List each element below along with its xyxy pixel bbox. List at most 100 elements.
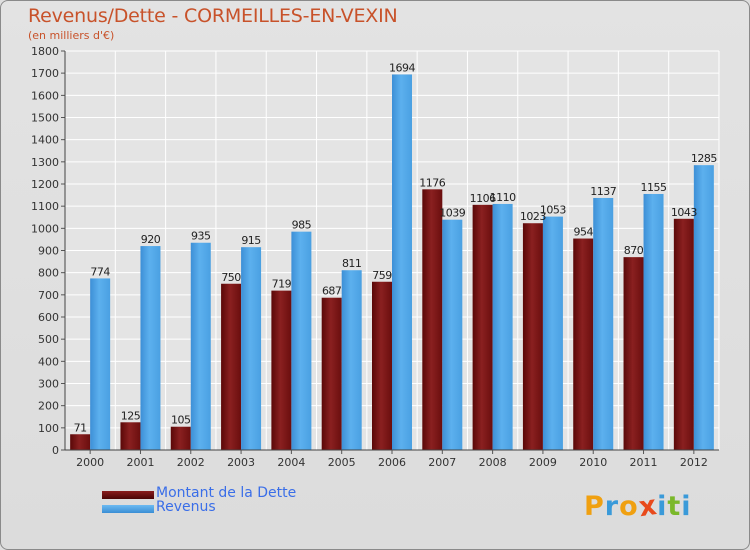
y-tick-label: 1800: [31, 45, 59, 58]
data-label-revenus: 985: [292, 219, 312, 232]
bar-revenus: [643, 193, 664, 450]
bar-dette: [170, 426, 191, 450]
bar-revenus: [341, 270, 362, 450]
x-tick-label: 2008: [479, 456, 507, 469]
bar-dette: [70, 434, 91, 450]
data-label-revenus: 1053: [540, 204, 566, 217]
data-label-dette: 125: [121, 409, 141, 422]
x-tick-label: 2003: [227, 456, 255, 469]
data-label-revenus: 935: [191, 230, 211, 243]
y-tick-label: 1200: [31, 178, 59, 191]
data-label-dette: 1176: [419, 176, 445, 189]
bar-dette: [472, 204, 493, 450]
data-label-dette: 105: [171, 414, 191, 427]
x-tick-label: 2009: [529, 456, 557, 469]
y-tick-label: 600: [38, 311, 59, 324]
y-tick-label: 1500: [31, 112, 59, 125]
legend-label-revenus: Revenus: [156, 499, 216, 515]
y-tick-label: 1700: [31, 67, 59, 80]
bar-revenus: [593, 197, 614, 450]
bar-dette: [673, 218, 694, 450]
data-label-revenus: 774: [90, 265, 110, 278]
chart-subtitle: (en milliers d'€): [28, 29, 115, 42]
bar-dette: [522, 223, 543, 450]
data-label-revenus: 1694: [389, 61, 415, 74]
bar-revenus: [140, 246, 161, 450]
data-label-dette: 750: [221, 271, 241, 284]
x-tick-label: 2002: [177, 456, 205, 469]
y-tick-label: 800: [38, 267, 59, 280]
x-tick-label: 2000: [76, 456, 104, 469]
x-tick-label: 2006: [378, 456, 406, 469]
y-tick-label: 500: [38, 333, 59, 346]
data-label-revenus: 811: [342, 257, 362, 270]
logo-letter: i: [657, 491, 668, 522]
y-tick-label: 100: [38, 422, 59, 435]
bar-revenus: [492, 203, 513, 450]
y-tick-label: 1600: [31, 89, 59, 102]
x-tick-label: 2001: [126, 456, 154, 469]
bars: [70, 74, 714, 451]
legend-swatch-revenus: [102, 505, 154, 513]
data-label-revenus: 920: [141, 233, 161, 246]
data-label-dette: 870: [624, 244, 644, 257]
bar-revenus: [693, 165, 714, 451]
data-label-revenus: 1155: [641, 181, 667, 194]
logo-letter: r: [604, 491, 620, 522]
bar-revenus: [90, 278, 111, 450]
chart-title: Revenus/Dette - CORMEILLES-EN-VEXIN: [28, 5, 398, 27]
bar-dette: [221, 283, 242, 450]
data-label-dette: 759: [372, 269, 392, 282]
logo-letter: o: [619, 491, 639, 522]
bar-revenus: [190, 242, 211, 450]
legend-swatch-dette: [102, 491, 154, 499]
logo-letter: i: [681, 491, 692, 522]
bar-dette: [372, 281, 392, 450]
y-tick-label: 700: [38, 289, 59, 302]
data-labels: 71 774 125 920 105 935 750 915 719 985 687 811 759 16…: [74, 61, 718, 434]
data-label-dette: 954: [573, 226, 593, 239]
bar-revenus: [241, 247, 262, 450]
axes: 0 100 200 300 400 500 600 700 800 900 1000 1100 1200…: [31, 45, 719, 469]
y-tick-label: 400: [38, 355, 59, 368]
data-label-revenus: 915: [241, 234, 261, 247]
legend-label-dette: Montant de la Dette: [156, 485, 297, 501]
data-label-dette: 71: [74, 421, 87, 434]
data-label-revenus: 1039: [439, 207, 465, 220]
y-tick-label: 1000: [31, 222, 59, 235]
bar-revenus: [392, 74, 412, 450]
data-label-dette: 719: [272, 278, 292, 291]
data-label-dette: 1043: [671, 206, 697, 219]
bar-dette: [271, 290, 292, 450]
y-tick-label: 200: [38, 400, 59, 413]
y-tick-label: 1300: [31, 156, 59, 169]
logo-letter: t: [667, 491, 682, 522]
bar-revenus: [442, 219, 463, 450]
data-label-dette: 1106: [470, 192, 496, 205]
data-label-revenus: 1285: [691, 152, 717, 165]
y-tick-label: 1100: [31, 200, 59, 213]
data-label-dette: 1023: [520, 210, 546, 223]
x-tick-label: 2004: [277, 456, 305, 469]
bar-dette: [120, 422, 141, 450]
logo-letter: x: [636, 489, 660, 524]
x-tick-label: 2011: [630, 456, 658, 469]
bar-revenus: [291, 231, 312, 450]
data-label-dette: 687: [322, 285, 342, 298]
data-label-revenus: 1137: [590, 185, 616, 198]
y-tick-label: 300: [38, 378, 59, 391]
logo-letter: P: [584, 491, 605, 522]
bar-dette: [321, 297, 342, 450]
x-tick-label: 2007: [428, 456, 456, 469]
bar-dette: [623, 257, 644, 450]
bar-dette: [573, 238, 594, 450]
bar-revenus: [542, 216, 563, 450]
y-tick-label: 900: [38, 245, 59, 258]
x-tick-label: 2010: [579, 456, 607, 469]
proxiti-logo[interactable]: Proxiti: [584, 489, 692, 524]
data-label-revenus: 1110: [490, 191, 516, 204]
y-tick-label: 0: [52, 444, 59, 457]
x-tick-label: 2005: [328, 456, 356, 469]
